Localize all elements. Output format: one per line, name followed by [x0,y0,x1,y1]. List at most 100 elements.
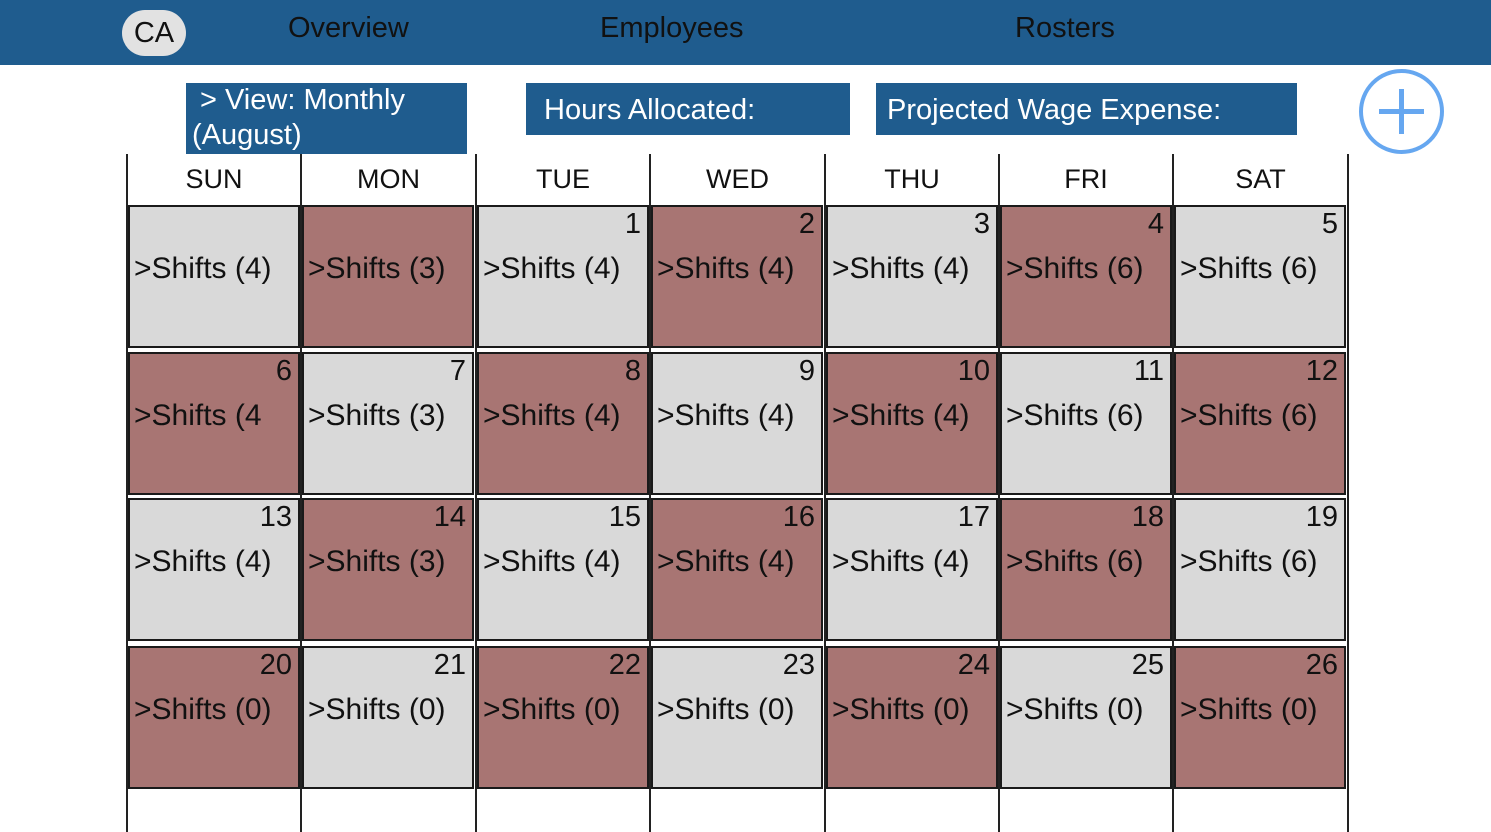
calendar-day-cell[interactable]: >Shifts (3) [302,205,474,348]
day-number: 13 [259,501,292,533]
shifts-link[interactable]: >Shifts (4) [483,252,621,285]
calendar-day-cell[interactable]: 21 >Shifts (0) [302,646,474,789]
top-nav-bar: CA Overview Employees Rosters [0,0,1491,65]
shifts-link[interactable]: >Shifts (0) [483,693,621,726]
calendar-day-cell[interactable]: 25 >Shifts (0) [1000,646,1172,789]
day-header-mon: MON [357,164,420,194]
shifts-link[interactable]: >Shifts (0) [657,693,795,726]
shifts-link[interactable]: >Shifts (4) [832,399,970,432]
add-button[interactable] [1359,69,1444,154]
calendar-day-cell[interactable]: 17 >Shifts (4) [826,498,998,641]
day-header-sun: SUN [185,164,243,194]
calendar-day-cell[interactable]: 26 >Shifts (0) [1174,646,1346,789]
shifts-link[interactable]: >Shifts (6) [1180,399,1318,432]
hours-allocated-box: Hours Allocated: [526,83,850,135]
shifts-link[interactable]: >Shifts (4) [657,545,795,578]
shifts-link[interactable]: >Shifts (0) [1180,693,1318,726]
view-mode-selector[interactable]: > View: Monthly (August) [186,83,467,154]
calendar-day-cell[interactable]: 3 >Shifts (4) [826,205,998,348]
grid-line [475,154,477,832]
nav-rosters[interactable]: Rosters [1015,12,1115,44]
day-number: 3 [973,208,990,240]
shifts-link[interactable]: >Shifts (4) [832,252,970,285]
grid-line [824,154,826,832]
calendar-day-cell[interactable]: 2 >Shifts (4) [651,205,823,348]
nav-employees[interactable]: Employees [600,12,744,44]
calendar-day-cell[interactable]: 15 >Shifts (4) [477,498,649,641]
day-number: 7 [449,355,466,387]
day-number: 19 [1305,501,1338,533]
calendar-day-cell[interactable]: 11 >Shifts (6) [1000,352,1172,495]
calendar-day-cell[interactable]: 6 >Shifts (4 [128,352,300,495]
shifts-link[interactable]: >Shifts (4) [832,545,970,578]
calendar-day-cell[interactable]: 8 >Shifts (4) [477,352,649,495]
day-number: 21 [433,649,466,681]
day-number: 16 [782,501,815,533]
day-header-wed: WED [706,164,769,194]
shifts-link[interactable]: >Shifts (4) [657,399,795,432]
day-number: 5 [1321,208,1338,240]
shifts-link[interactable]: >Shifts (3) [308,545,446,578]
user-avatar[interactable]: CA [122,10,186,56]
shifts-link[interactable]: >Shifts (6) [1006,399,1144,432]
day-number: 11 [1133,355,1164,387]
shifts-link[interactable]: >Shifts (4 [134,399,262,432]
shifts-link[interactable]: >Shifts (3) [308,399,446,432]
shifts-link[interactable]: >Shifts (0) [134,693,272,726]
day-header-fri: FRI [1064,164,1108,194]
calendar-day-cell[interactable]: 1 >Shifts (4) [477,205,649,348]
nav-overview[interactable]: Overview [288,12,409,44]
day-number: 4 [1147,208,1164,240]
calendar-day-cell[interactable]: >Shifts (4) [128,205,300,348]
shifts-link[interactable]: >Shifts (6) [1180,252,1318,285]
monthly-calendar: SUN MON TUE WED THU FRI SAT >Shifts (4) >Shifts … [126,154,1350,832]
plus-icon-stroke [1399,89,1404,134]
calendar-day-cell[interactable]: 14 >Shifts (3) [302,498,474,641]
shifts-link[interactable]: >Shifts (4) [134,252,272,285]
day-number: 26 [1305,649,1338,681]
shifts-link[interactable]: >Shifts (6) [1006,545,1144,578]
shifts-link[interactable]: >Shifts (0) [1006,693,1144,726]
shifts-link[interactable]: >Shifts (4) [483,399,621,432]
day-number: 23 [782,649,815,681]
grid-line [998,154,1000,832]
shifts-link[interactable]: >Shifts (0) [832,693,970,726]
day-number: 17 [957,501,990,533]
calendar-day-cell[interactable]: 10 >Shifts (4) [826,352,998,495]
calendar-day-cell[interactable]: 18 >Shifts (6) [1000,498,1172,641]
grid-line [649,154,651,832]
day-header-thu: THU [884,164,940,194]
shifts-link[interactable]: >Shifts (4) [483,545,621,578]
calendar-day-cell[interactable]: 22 >Shifts (0) [477,646,649,789]
day-number: 18 [1131,501,1164,533]
calendar-day-cell[interactable]: 19 >Shifts (6) [1174,498,1346,641]
shifts-link[interactable]: >Shifts (0) [308,693,446,726]
grid-line [1347,154,1349,832]
calendar-day-cell[interactable]: 24 >Shifts (0) [826,646,998,789]
shifts-link[interactable]: >Shifts (4) [657,252,795,285]
calendar-day-cell[interactable]: 4 >Shifts (6) [1000,205,1172,348]
day-number: 9 [798,355,815,387]
shifts-link[interactable]: >Shifts (6) [1180,545,1318,578]
calendar-day-cell[interactable]: 12 >Shifts (6) [1174,352,1346,495]
day-number: 22 [608,649,641,681]
shifts-link[interactable]: >Shifts (4) [134,545,272,578]
grid-line [1172,154,1174,832]
view-month-label: (August) [192,119,302,151]
day-number: 2 [798,208,815,240]
day-number: 15 [608,501,641,533]
shifts-link[interactable]: >Shifts (6) [1006,252,1144,285]
grid-line [126,154,128,832]
calendar-day-cell[interactable]: 13 >Shifts (4) [128,498,300,641]
day-number: 1 [624,208,641,240]
day-number: 6 [275,355,292,387]
day-header-sat: SAT [1235,164,1286,194]
calendar-day-cell[interactable]: 23 >Shifts (0) [651,646,823,789]
day-header-tue: TUE [536,164,590,194]
shifts-link[interactable]: >Shifts (3) [308,252,446,285]
calendar-day-cell[interactable]: 5 >Shifts (6) [1174,205,1346,348]
calendar-day-cell[interactable]: 16 >Shifts (4) [651,498,823,641]
calendar-day-cell[interactable]: 7 >Shifts (3) [302,352,474,495]
calendar-day-cell[interactable]: 20 >Shifts (0) [128,646,300,789]
calendar-day-cell[interactable]: 9 >Shifts (4) [651,352,823,495]
